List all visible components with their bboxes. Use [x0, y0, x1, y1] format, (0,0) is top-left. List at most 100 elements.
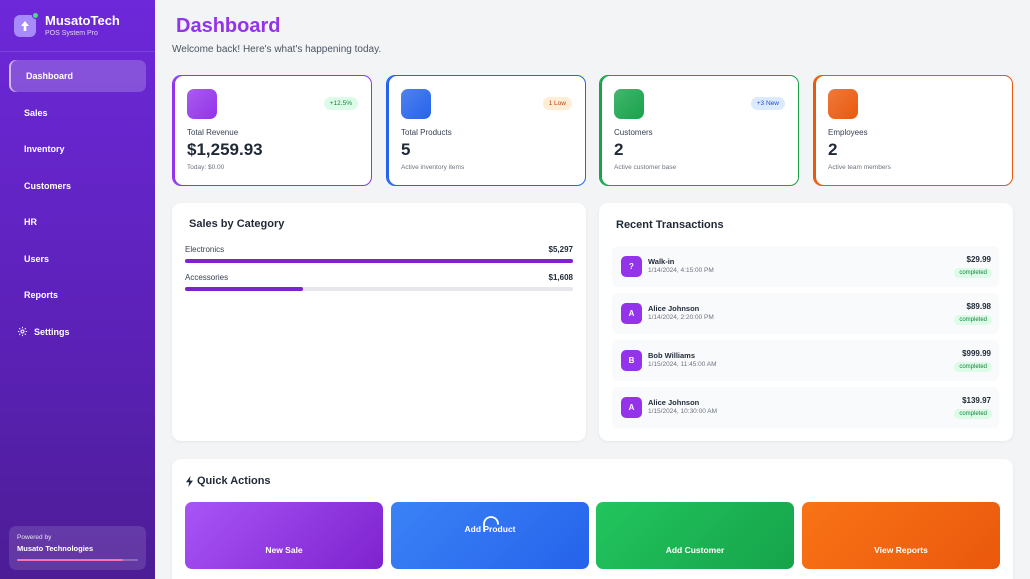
card-title: Sales by Category	[189, 218, 285, 230]
sidebar-item-label: Users	[24, 253, 50, 264]
transaction-customer: Bob Williams	[648, 351, 696, 360]
sidebar-item-label: HR	[24, 217, 37, 227]
quick-action-label: Add Product	[464, 523, 516, 534]
revenue-icon	[187, 89, 217, 119]
page-subtitle: Welcome back! Here's what's happening to…	[172, 44, 382, 55]
employees-icon	[828, 89, 858, 119]
brand-subtitle: POS System Pro	[45, 30, 98, 37]
add-product-button[interactable]: Add Product	[391, 502, 589, 569]
quick-action-label: View Reports	[874, 545, 928, 555]
category-bar-track	[185, 287, 573, 291]
stat-badge: +3 New	[750, 97, 785, 110]
sidebar-item-users[interactable]: Users	[9, 243, 146, 275]
main-content: Dashboard Welcome back! Here's what's ha…	[155, 0, 1030, 579]
powered-by-bar-fill	[17, 559, 124, 561]
powered-by-company: Musato Technologies	[17, 544, 94, 553]
sidebar-nav: Dashboard Sales Inventory Customers HR U…	[0, 60, 155, 348]
brand[interactable]: MusatoTech POS System Pro	[0, 0, 155, 52]
transaction-time: 1/14/2024, 2:20:00 PM	[648, 314, 714, 321]
transaction-customer: Alice Johnson	[648, 304, 700, 313]
stat-footnote: Active team members	[828, 164, 891, 171]
card-title: Quick Actions	[185, 475, 271, 487]
category-amount: $1,608	[548, 273, 573, 282]
stat-card-customers[interactable]: +3 New Customers 2 Active customer base	[599, 75, 799, 186]
transaction-row[interactable]: B Bob Williams 1/15/2024, 11:45:00 AM $9…	[612, 340, 999, 381]
avatar: A	[621, 303, 642, 324]
products-icon	[401, 89, 431, 119]
gear-icon	[17, 326, 28, 337]
category-bar-fill	[185, 259, 573, 263]
sidebar-item-sales[interactable]: Sales	[9, 97, 146, 129]
stat-value: $1,259.93	[187, 140, 263, 159]
stat-card-revenue[interactable]: +12.5% Total Revenue $1,259.93 Today: $0…	[172, 75, 372, 186]
new-sale-button[interactable]: New Sale	[185, 502, 383, 569]
avatar: ?	[621, 256, 642, 277]
category-bar-fill	[185, 287, 303, 291]
stat-footnote: Active customer base	[614, 164, 677, 171]
sidebar-item-customers[interactable]: Customers	[9, 170, 146, 202]
transaction-row[interactable]: ? Walk-in 1/14/2024, 4:15:00 PM $29.99 c…	[612, 246, 999, 287]
transaction-amount: $29.99	[966, 255, 991, 264]
stat-badge: +12.5%	[323, 97, 358, 110]
stat-label: Total Products	[401, 128, 452, 137]
sidebar-item-dashboard[interactable]: Dashboard	[9, 60, 146, 92]
sidebar: MusatoTech POS System Pro Dashboard Sale…	[0, 0, 155, 579]
stat-label: Total Revenue	[187, 128, 239, 137]
stat-value: 2	[828, 140, 838, 159]
sidebar-item-label: Inventory	[24, 144, 65, 154]
sidebar-item-label: Customers	[24, 180, 72, 191]
transaction-amount: $139.97	[962, 396, 991, 405]
page-title: Dashboard	[176, 15, 281, 37]
stat-badge: 1 Low	[542, 97, 572, 110]
brand-name: MusatoTech	[45, 13, 120, 28]
sidebar-item-reports[interactable]: Reports	[9, 279, 146, 311]
sidebar-item-inventory[interactable]: Inventory	[9, 133, 146, 165]
stat-value: 2	[614, 140, 624, 159]
sidebar-item-label: Dashboard	[26, 71, 74, 81]
stat-value: 5	[401, 140, 411, 159]
online-indicator	[32, 11, 39, 19]
view-reports-button[interactable]: View Reports	[802, 502, 1000, 569]
transaction-time: 1/14/2024, 4:15:00 PM	[648, 267, 714, 274]
powered-by-panel: Powered by Musato Technologies	[9, 526, 146, 570]
stat-card-products[interactable]: 1 Low Total Products 5 Active inventory …	[386, 75, 586, 186]
sidebar-item-settings[interactable]: Settings	[9, 316, 146, 348]
stat-footnote: Today: $0.00	[187, 164, 225, 171]
transaction-customer: Alice Johnson	[648, 398, 700, 407]
avatar: A	[621, 397, 642, 418]
status-badge: completed	[954, 268, 992, 278]
transaction-time: 1/15/2024, 11:45:00 AM	[648, 361, 717, 368]
category-name: Accessories	[185, 273, 229, 282]
category-row: Electronics $5,297	[185, 245, 573, 263]
avatar: B	[621, 350, 642, 371]
card-title: Recent Transactions	[616, 219, 724, 231]
sidebar-item-label: Reports	[24, 290, 59, 300]
sales-by-category-card: Sales by Category Electronics $5,297 Acc…	[172, 203, 586, 441]
transaction-time: 1/15/2024, 10:30:00 AM	[648, 408, 718, 415]
lightning-icon	[185, 475, 194, 487]
category-amount: $5,297	[548, 245, 573, 254]
status-badge: completed	[954, 409, 992, 419]
loading-spinner-icon	[482, 515, 500, 535]
add-customer-button[interactable]: Add Customer	[596, 502, 794, 569]
transaction-row[interactable]: A Alice Johnson 1/15/2024, 10:30:00 AM $…	[612, 387, 999, 428]
powered-by-bar	[17, 559, 138, 561]
quick-action-label: Add Customer	[665, 545, 725, 555]
status-badge: completed	[954, 362, 992, 372]
sidebar-item-hr[interactable]: HR	[9, 206, 146, 238]
status-badge: completed	[954, 315, 992, 325]
category-bar-track	[185, 259, 573, 263]
category-row: Accessories $1,608	[185, 273, 573, 291]
transaction-customer: Walk-in	[648, 257, 675, 266]
stat-footnote: Active inventory items	[401, 164, 465, 171]
stat-card-employees[interactable]: Employees 2 Active team members	[813, 75, 1013, 186]
customers-icon	[614, 89, 644, 119]
transaction-amount: $89.98	[966, 302, 991, 311]
quick-action-label: New Sale	[265, 545, 303, 555]
sidebar-item-label: Sales	[24, 107, 48, 118]
stat-label: Customers	[614, 128, 653, 137]
transaction-amount: $999.99	[962, 349, 991, 358]
transaction-row[interactable]: A Alice Johnson 1/14/2024, 2:20:00 PM $8…	[612, 293, 999, 334]
stat-label: Employees	[828, 128, 868, 137]
quick-actions-title: Quick Actions	[197, 475, 271, 487]
